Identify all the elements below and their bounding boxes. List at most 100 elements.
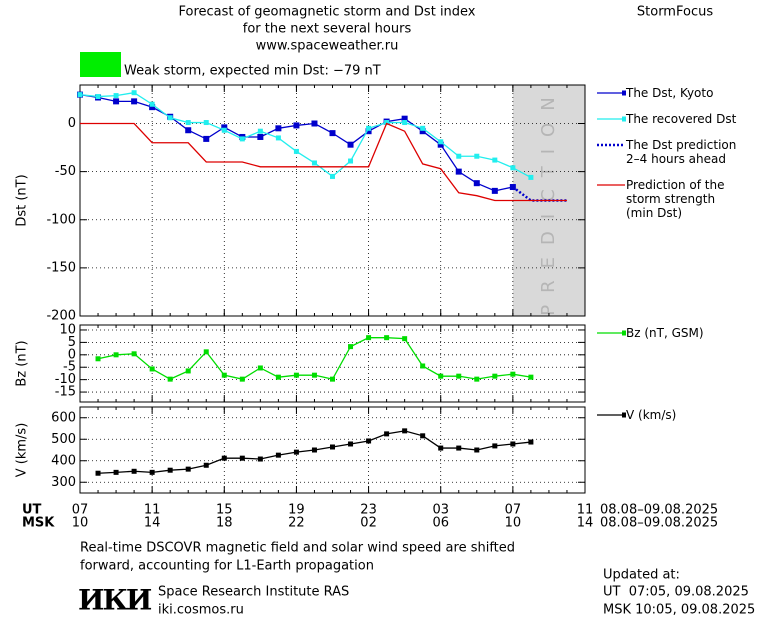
data-point xyxy=(330,444,335,450)
data-point xyxy=(275,125,282,132)
data-point xyxy=(131,351,137,357)
brand: StormFocus xyxy=(637,5,713,20)
data-point xyxy=(419,128,426,135)
data-point xyxy=(275,374,281,380)
legend-swatch xyxy=(597,184,625,186)
data-point xyxy=(257,456,263,462)
data-point xyxy=(203,462,209,468)
data-point xyxy=(221,455,227,461)
data-point xyxy=(95,356,101,362)
data-point xyxy=(167,376,173,382)
data-point xyxy=(221,127,227,133)
updated-ut: UT 07:05, 09.08.2025 xyxy=(603,585,749,600)
data-point xyxy=(185,466,191,472)
storm-indicator xyxy=(80,52,121,77)
x-tick-label: 14 xyxy=(577,516,594,531)
data-point xyxy=(492,443,498,449)
data-point xyxy=(149,104,156,111)
data-point xyxy=(402,120,408,126)
series-line xyxy=(79,92,532,178)
data-point xyxy=(456,373,462,379)
data-point xyxy=(366,125,372,131)
legend-marker xyxy=(622,330,626,336)
data-point xyxy=(113,469,119,475)
institute: Space Research Institute RAS xyxy=(158,585,349,600)
site: iki.cosmos.ru xyxy=(158,603,244,618)
legend-marker xyxy=(622,412,626,418)
x-tick-label: 22 xyxy=(288,516,305,531)
data-point xyxy=(221,372,227,378)
y-tick-label: 10 xyxy=(59,322,76,337)
data-point xyxy=(131,90,137,96)
y-tick-label: -15 xyxy=(55,385,76,400)
data-point xyxy=(293,372,299,378)
data-point xyxy=(402,428,408,434)
x-tick-label: 23 xyxy=(360,503,377,518)
data-point xyxy=(384,120,390,126)
data-point xyxy=(257,128,263,134)
data-point xyxy=(348,344,354,350)
data-point xyxy=(347,141,354,148)
data-point xyxy=(113,352,119,358)
data-point xyxy=(420,433,426,439)
logo: ИКИ xyxy=(78,584,152,617)
data-point xyxy=(510,371,516,377)
legend-entry: The Dst prediction 2–4 hours ahead xyxy=(596,138,736,166)
y-tick-label: -200 xyxy=(46,309,76,324)
legend-entry: The recovered Dst xyxy=(596,112,736,126)
data-point xyxy=(528,174,534,180)
footer-note: Real-time DSCOVR magnetic field and sola… xyxy=(80,541,515,556)
data-point xyxy=(203,135,210,142)
legend-swatch xyxy=(597,116,626,122)
data-point xyxy=(311,372,317,378)
x-tick-label: 10 xyxy=(72,516,89,531)
legend-entry: Bz (nT, GSM) xyxy=(596,326,704,340)
legend-label: The Dst prediction 2–4 hours ahead xyxy=(626,138,737,166)
x-tick-label: 10 xyxy=(505,516,522,531)
data-point xyxy=(456,445,462,451)
footer-note: forward, accounting for L1-Earth propaga… xyxy=(80,559,374,574)
legend-swatch xyxy=(597,412,626,418)
data-point xyxy=(365,128,372,135)
y-tick-label: -100 xyxy=(46,212,76,227)
y-tick-label: 300 xyxy=(51,475,76,490)
data-point xyxy=(293,148,299,154)
legend-swatch xyxy=(597,143,625,147)
data-point xyxy=(275,452,281,458)
data-point xyxy=(311,120,318,127)
data-point xyxy=(492,157,498,163)
data-point xyxy=(203,120,209,126)
y-tick-label: -150 xyxy=(46,260,76,275)
data-point xyxy=(221,124,228,131)
data-point xyxy=(510,165,516,171)
x-tick-label: 06 xyxy=(432,516,449,531)
data-point xyxy=(528,374,534,380)
data-point xyxy=(239,455,245,461)
y-tick-label: -50 xyxy=(55,164,76,179)
data-point xyxy=(77,92,83,98)
data-point xyxy=(149,469,155,475)
data-point xyxy=(293,449,299,455)
data-point xyxy=(384,431,390,437)
title-line: www.spaceweather.ru xyxy=(256,39,399,54)
x-tick-label: 19 xyxy=(288,503,305,518)
data-point xyxy=(491,187,498,194)
data-point xyxy=(95,94,101,100)
legend-marker xyxy=(622,90,626,96)
data-point xyxy=(528,439,534,445)
legend-entry: V (km/s) xyxy=(596,408,676,422)
date-range: 08.08–09.08.2025 xyxy=(600,503,718,518)
legend-entry: Prediction of the storm strength (min Ds… xyxy=(596,178,736,220)
storm-label: Weak storm, expected min Dst: −79 nT xyxy=(124,64,381,79)
data-point xyxy=(239,376,245,382)
plot-frame xyxy=(79,324,586,403)
y-axis-label: Dst (nT) xyxy=(15,174,30,226)
data-point xyxy=(311,447,317,453)
data-point xyxy=(131,468,137,474)
data-point xyxy=(167,115,173,121)
data-point xyxy=(474,153,480,159)
data-point xyxy=(113,98,120,105)
y-tick-label: 400 xyxy=(51,453,76,468)
x-tick-label: 18 xyxy=(216,516,233,531)
x-tick-label: 07 xyxy=(505,503,522,518)
